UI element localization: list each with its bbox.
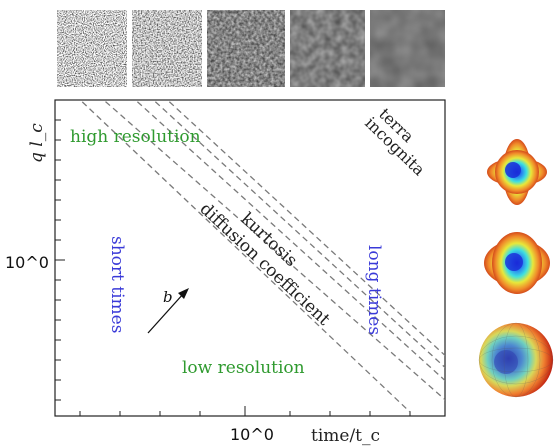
label-low-resolution: low resolution [182, 358, 305, 378]
x-axis-label: time/t_c [311, 426, 380, 446]
thumbnail-2 [132, 10, 202, 87]
dashed-line-2 [102, 100, 445, 401]
axis-ticks [55, 119, 411, 416]
dashed-line-4 [152, 100, 445, 369]
thumbnail-5 [370, 10, 445, 87]
label-short-times: short times [107, 236, 127, 333]
thumbnails-row [57, 10, 445, 87]
y-axis-label: q l_c [27, 123, 47, 163]
plot-frame [54, 99, 446, 417]
arrow-b [147, 288, 189, 334]
dashed-line-3 [134, 100, 445, 382]
shape-rounded-cross [484, 232, 550, 294]
label-arrow-b: b [163, 288, 173, 306]
dashed-line-5 [166, 100, 445, 357]
thumbnail-4 [290, 10, 365, 87]
thumbnail-1 [57, 10, 127, 87]
label-long-times: long times [364, 245, 384, 335]
shape-sphere [478, 322, 554, 398]
y-tick-label: 10^0 [5, 253, 49, 272]
x-tick-label: 10^0 [230, 425, 274, 444]
thumbnail-3 [207, 10, 285, 87]
dashed-line-1 [79, 100, 411, 413]
label-high-resolution: high resolution [70, 127, 201, 147]
dashed-boundaries [79, 100, 445, 413]
shape-cross [487, 139, 547, 205]
